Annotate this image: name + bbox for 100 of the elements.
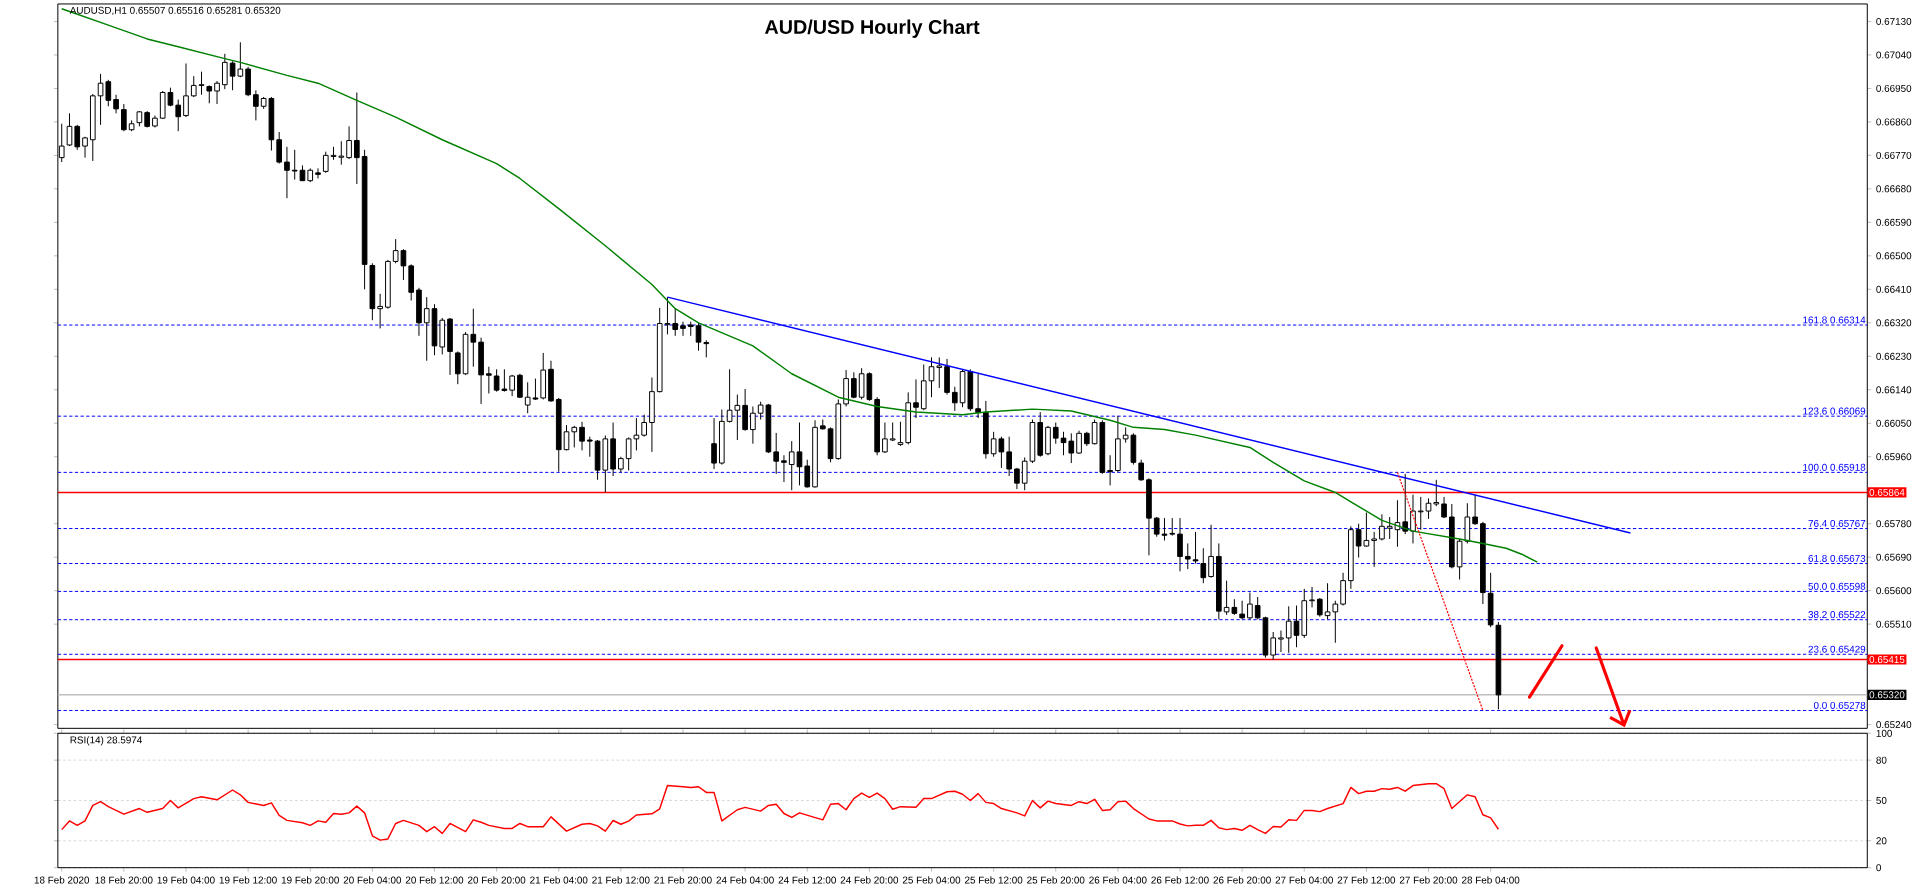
ref-line-label: 123.6 0.66069 <box>1803 407 1866 415</box>
candlestick <box>882 422 888 454</box>
candlestick <box>1006 436 1012 477</box>
candlestick <box>796 422 803 486</box>
x-tick-label: 18 Feb 20:00 <box>95 876 153 884</box>
candlestick <box>680 321 686 337</box>
y-tick-label: 0.66680 <box>1876 185 1912 193</box>
y-tick-label: 0.65780 <box>1876 520 1912 528</box>
y-tick-label: 0.65240 <box>1876 721 1912 729</box>
x-tick-label: 26 Feb 12:00 <box>1151 876 1209 884</box>
candlestick <box>121 103 127 132</box>
y-tick-label: 0.66230 <box>1876 352 1912 360</box>
y-tick-label: 0.66320 <box>1876 319 1912 327</box>
candlestick <box>1316 597 1323 618</box>
candlestick <box>936 356 943 389</box>
candlestick <box>315 167 321 179</box>
x-tick-label: 27 Feb 20:00 <box>1399 876 1458 884</box>
candlestick <box>1052 422 1059 445</box>
candlestick <box>788 440 795 491</box>
candlestick <box>517 373 523 399</box>
ref-line-label: 23.6 0.65429 <box>1808 645 1866 653</box>
candlestick <box>284 146 290 199</box>
x-tick-label: 26 Feb 20:00 <box>1213 876 1271 884</box>
ref-line-label: 161.8 0.66314 <box>1803 316 1866 324</box>
candlestick <box>1239 600 1245 620</box>
candlestick <box>563 424 570 451</box>
x-tick-label: 24 Feb 20:00 <box>840 876 899 884</box>
candlestick <box>1278 630 1284 653</box>
candlestick <box>1184 542 1191 570</box>
candlestick <box>1417 496 1424 531</box>
chart-title: RSI(14) 28.5974 <box>70 736 143 746</box>
candlestick <box>1472 494 1478 526</box>
candlestick <box>1379 513 1385 541</box>
x-tick-label: 18 Feb 2020 <box>34 876 90 884</box>
candlestick <box>1402 473 1409 535</box>
candlestick <box>253 89 259 121</box>
candlestick <box>1107 454 1113 486</box>
candlestick <box>1177 517 1183 572</box>
y-tick-label: 0.65510 <box>1876 620 1912 628</box>
candlestick <box>1200 547 1207 584</box>
candlestick <box>773 432 780 475</box>
x-tick-label: 24 Feb 12:00 <box>778 876 836 884</box>
ref-line-label: 0.65864 <box>1869 488 1905 496</box>
y-tick-label: 0.66410 <box>1876 285 1912 293</box>
y-tick-label: 0.65600 <box>1876 587 1912 595</box>
ref-line-label: 0.65415 <box>1869 656 1905 664</box>
y-tick-label: 0.66050 <box>1876 419 1912 427</box>
candlestick <box>1425 497 1432 520</box>
candlestick <box>377 293 383 329</box>
candlestick <box>454 350 461 385</box>
line-series <box>61 8 1538 563</box>
x-tick-label: 28 Feb 04:00 <box>1462 876 1520 884</box>
y-tick-label: 0.65960 <box>1876 453 1912 461</box>
x-tick-label: 21 Feb 20:00 <box>654 876 712 884</box>
candlestick <box>951 386 958 412</box>
candlestick <box>804 459 811 489</box>
candlestick <box>198 71 205 96</box>
candlestick <box>897 421 904 447</box>
candlestick <box>641 414 647 438</box>
candlestick <box>175 99 182 132</box>
candlestick <box>1433 479 1440 507</box>
text: AUD/USD Hourly Chart <box>764 19 980 38</box>
candlestick <box>586 436 593 458</box>
candlestick <box>913 378 919 419</box>
x-tick-label: 20 Feb 12:00 <box>405 876 464 884</box>
x-tick-label: 21 Feb 12:00 <box>592 876 650 884</box>
candlestick <box>1247 592 1253 620</box>
y-tick-label: 0.66770 <box>1876 151 1912 159</box>
y-tick-label: 0.65690 <box>1876 553 1912 561</box>
candlestick <box>1371 531 1377 568</box>
candlestick <box>423 296 430 362</box>
ref-line-label: 38.2 0.65522 <box>1808 611 1866 619</box>
candlestick <box>66 112 73 147</box>
candlestick <box>579 421 585 451</box>
candlestick <box>346 125 352 160</box>
y-tick-label: 80 <box>1876 756 1887 764</box>
y-tick-label: 0.66590 <box>1876 218 1912 226</box>
candlestick <box>486 366 492 395</box>
y-tick-label: 0.66860 <box>1876 118 1912 126</box>
candlestick <box>1309 586 1315 608</box>
y-tick-label: 100 <box>1876 729 1892 737</box>
candlestick <box>975 373 981 419</box>
y-tick-label: 50 <box>1876 797 1887 805</box>
ref-line-label: 61.8 0.65673 <box>1808 554 1866 562</box>
candlestick <box>1285 605 1292 654</box>
x-tick-label: 27 Feb 12:00 <box>1337 876 1396 884</box>
candlestick <box>672 308 679 337</box>
y-tick-label: 0.66950 <box>1876 84 1912 92</box>
x-tick-label: 27 Feb 04:00 <box>1275 876 1333 884</box>
candlestick <box>711 417 717 470</box>
candlestick <box>276 131 283 165</box>
y-tick-label: 0.66500 <box>1876 252 1912 260</box>
ref-line-label: 50.0 0.65598 <box>1808 582 1866 590</box>
candlestick <box>1192 531 1199 565</box>
x-tick-label: 20 Feb 20:00 <box>467 876 526 884</box>
y-tick-label: 20 <box>1876 837 1887 845</box>
y-tick-label: 0.67130 <box>1876 17 1912 25</box>
candlestick <box>221 53 228 90</box>
candlestick <box>113 94 119 114</box>
x-tick-label: 25 Feb 12:00 <box>965 876 1023 884</box>
